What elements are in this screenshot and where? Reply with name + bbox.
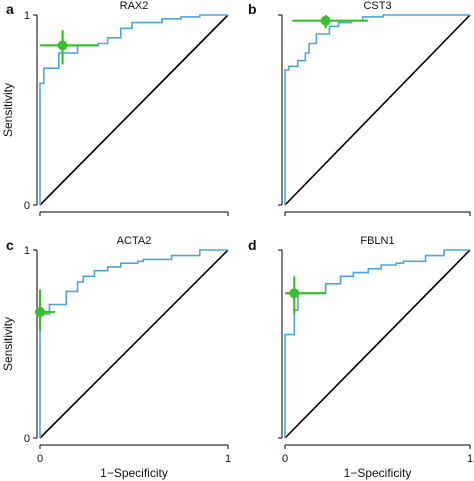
panel-a: a RAX2 0 1 Sensitivity <box>1 0 229 216</box>
operating-point <box>320 15 331 26</box>
panel-letter: c <box>6 237 14 253</box>
x-tick-label: 1 <box>225 453 231 465</box>
panel-letter: d <box>248 237 257 253</box>
panel-b: b CST3 <box>248 0 471 216</box>
panel-c: c ACTA2 0 1 0 1 Sensitivity 1−Specificity <box>1 235 231 480</box>
y-tick-label: 0 <box>24 433 30 445</box>
x-tick-label: 0 <box>282 453 288 465</box>
panel-title: RAX2 <box>120 0 149 12</box>
roc-curve <box>284 249 470 438</box>
roc-curve <box>284 14 470 205</box>
reference-diagonal <box>39 14 229 206</box>
y-tick-label: 0 <box>24 200 30 212</box>
x-tick-label: 0 <box>37 453 43 465</box>
x-axis-label: 1−Specificity <box>100 466 168 480</box>
panel-letter: b <box>248 1 257 17</box>
reference-diagonal <box>39 249 229 439</box>
operating-point <box>289 288 300 299</box>
y-tick-label: 1 <box>24 245 30 257</box>
x-axis-label: 1−Specificity <box>344 466 412 480</box>
reference-diagonal <box>284 249 471 439</box>
y-axis-label: Sensitivity <box>1 317 15 371</box>
operating-point <box>57 40 68 51</box>
panel-title: CST3 <box>363 0 391 12</box>
panel-d: d FBLN1 0 1 1−Specificity <box>248 235 473 480</box>
roc-curve <box>39 14 228 205</box>
panel-title: ACTA2 <box>117 235 152 247</box>
y-tick-label: 1 <box>24 10 30 22</box>
reference-diagonal <box>284 14 471 206</box>
operating-point <box>35 307 45 318</box>
roc-curve <box>39 249 228 438</box>
panel-letter: a <box>6 1 14 17</box>
y-axis-label: Sensitivity <box>1 83 15 137</box>
x-tick-label: 1 <box>467 453 473 465</box>
panel-title: FBLN1 <box>360 235 394 247</box>
